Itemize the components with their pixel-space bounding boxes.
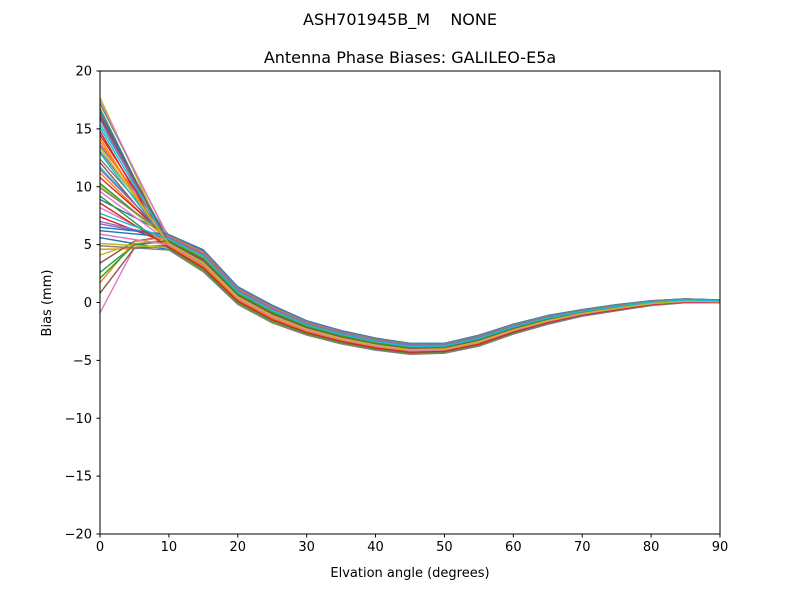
series-line [99,226,721,344]
series-line [99,216,721,351]
series-line [99,220,721,346]
axes-title: Antenna Phase Biases: GALILEO-E5a [264,48,556,67]
y-tick-label: 15 [75,122,92,137]
y-axis-label: Bias (mm) [40,270,55,337]
x-tick-label: 30 [298,540,315,555]
series-line [99,107,721,354]
series-line [99,146,721,351]
series-line [99,123,721,347]
y-tick-label: −5 [73,354,92,369]
series-line [99,212,721,348]
series-line [99,245,720,355]
figure-suptitle: ASH701945B_M NONE [303,10,497,30]
series-line [99,185,721,348]
y-tick-label: 10 [75,180,92,195]
series-line [99,195,721,354]
series-line [99,111,721,352]
series-line [99,130,721,355]
series-line [99,202,721,353]
x-tick-label: 90 [712,540,729,555]
x-tick-label: 40 [367,540,384,555]
y-tick-label: 20 [75,65,92,80]
y-tick-label: −15 [65,470,92,485]
x-tick-label: 10 [161,540,178,555]
series-line [99,223,721,346]
series-line [99,114,721,349]
x-tick-label: 0 [96,540,104,555]
x-tick-label: 80 [643,540,660,555]
series-line [99,97,721,353]
plot-border [99,70,721,535]
x-axis-label: Elvation angle (degrees) [330,566,489,581]
y-tick-label: −20 [65,528,92,543]
series-line [99,134,721,349]
series-line [99,116,721,350]
series-group [99,97,721,355]
x-tick-label: 70 [574,540,591,555]
x-tick-label: 60 [505,540,522,555]
y-tick-label: −10 [65,412,92,427]
series-line [99,198,721,345]
y-tick-label: 0 [84,296,92,311]
y-tick-label: 5 [84,238,92,253]
x-tick-label: 20 [230,540,247,555]
series-line [99,190,721,350]
series-line [99,119,721,353]
series-line [99,187,721,345]
series-line [99,127,721,351]
series-line [99,206,721,350]
x-tick-label: 50 [436,540,453,555]
